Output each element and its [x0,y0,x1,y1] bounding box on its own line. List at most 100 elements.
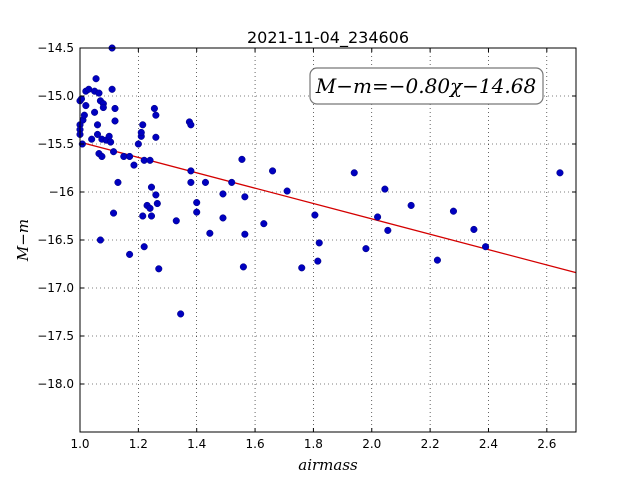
data-point [139,121,147,129]
x-tick-label: 2.6 [537,437,556,451]
chart-title: 2021-11-04_234606 [247,28,409,48]
data-point [139,212,147,220]
ticks: 1.0 1.2 1.4 1.6 1.8 2.0 2.2 2.4 2.6 −14.5 −15.0 −15… [37,41,576,451]
data-point [187,178,195,186]
data-points [76,44,564,318]
data-point [381,185,389,193]
data-point [193,208,201,216]
y-tick-label: −14.5 [37,41,74,55]
data-point [114,178,122,186]
x-tick-label: 1.2 [129,437,148,451]
data-point [126,250,134,258]
data-point [88,135,96,143]
data-point [362,245,370,253]
data-point [241,193,249,201]
data-point [140,243,148,251]
x-axis-label: airmass [298,456,358,474]
data-point [193,199,201,207]
data-point [111,117,119,125]
data-point [219,190,227,198]
y-tick-label: −17.0 [37,281,74,295]
data-point [374,213,382,221]
data-point [130,161,138,169]
data-point [241,230,249,238]
data-point [172,217,180,225]
data-point [108,85,116,93]
data-point [315,239,323,247]
data-point [228,178,236,186]
x-tick-label: 1.0 [70,437,89,451]
data-point [201,178,210,186]
x-tick-label: 1.6 [246,437,265,451]
data-point [384,226,392,234]
data-point [147,212,156,220]
data-point [107,138,115,146]
data-point [219,214,227,222]
data-point [470,225,478,233]
data-point [239,263,247,271]
data-point [77,95,86,103]
data-point [311,211,319,219]
data-point [82,102,90,110]
x-tick-label: 2.2 [421,437,440,451]
data-point [146,156,154,164]
data-point [147,183,156,191]
data-point [269,167,277,175]
x-tick-label: 2.4 [479,437,498,451]
data-point [110,148,118,156]
data-point [92,75,100,83]
fit-line [79,141,577,274]
data-point [96,236,104,244]
data-point [110,209,118,217]
data-point [152,133,160,141]
data-point [99,103,107,112]
y-tick-label: −17.5 [37,329,74,343]
data-point [260,220,268,228]
fit-annotation: M−m=−0.80χ−14.68 [309,67,544,105]
data-point [137,128,145,137]
fit-line-segment [79,141,577,274]
data-point [238,155,246,163]
data-point [93,121,102,129]
data-point [556,169,564,177]
y-tick-label: −15.0 [37,89,74,103]
x-tick-label: 2.0 [362,437,381,451]
x-tick-label: 1.8 [304,437,323,451]
data-point [105,132,113,140]
data-point [111,104,119,113]
fit-annotation-box [309,67,544,105]
fit-annotation-text: M−m=−0.80χ−14.68 [315,74,536,98]
data-point [150,104,158,113]
data-point [314,257,322,265]
data-point [206,229,214,237]
data-point [155,265,163,273]
data-point [134,140,142,148]
data-point [152,191,160,199]
data-point [91,108,99,116]
data-point [449,207,458,215]
data-point [153,199,161,208]
data-point [482,243,490,251]
data-point [407,201,415,209]
data-point [80,111,88,119]
y-tick-label: −16 [49,185,74,199]
data-point [187,121,195,129]
data-point [98,152,106,161]
y-axis-label: M−m [14,219,32,262]
data-point [146,204,154,212]
data-point [433,256,441,264]
y-tick-label: −15.5 [37,137,74,151]
data-point [93,130,102,138]
data-point [350,169,358,177]
data-point [298,264,306,272]
data-point [283,187,291,195]
y-tick-label: −16.5 [37,233,74,247]
data-point [126,152,134,161]
data-point [177,310,185,318]
data-point [95,89,103,97]
y-tick-label: −18.0 [37,377,74,391]
x-tick-label: 1.4 [187,437,206,451]
data-point [152,111,160,119]
data-point [187,167,195,175]
